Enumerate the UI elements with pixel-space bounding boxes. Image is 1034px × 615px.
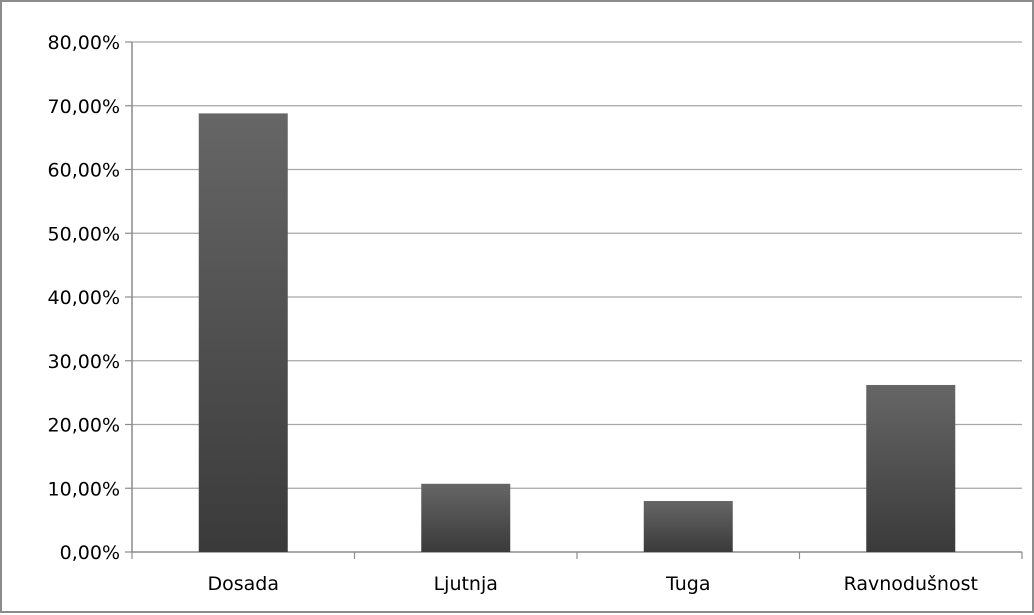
y-tick-labels: 0,00% 10,00% 20,00% 30,00% 40,00% 50,00% 60,00… [48,32,120,564]
bar-dosada [198,113,288,553]
y-tick-label: 70,00% [48,96,120,118]
x-tick-label: Dosada [207,573,279,595]
x-tick-label: Ljutnja [434,573,498,595]
y-tick-label: 20,00% [48,415,120,437]
y-tick-label: 0,00% [60,542,120,564]
x-tick-label: Tuga [665,573,710,595]
y-tick-label: 30,00% [48,351,120,373]
bar-tuga [643,501,733,552]
y-tick-label: 10,00% [48,478,120,500]
x-tick-label: Ravnodušnost [844,573,978,595]
y-tick-label: 40,00% [48,287,120,309]
bar-ravnodušnost [866,384,956,552]
x-tick-labels: Dosada Ljutnja Tuga Ravnodušnost [207,573,977,595]
y-tick-label: 60,00% [48,160,120,182]
bar-ljutnja [421,483,511,552]
y-tick-label: 50,00% [48,223,120,245]
bars [198,113,956,553]
y-tick-label: 80,00% [48,32,120,54]
